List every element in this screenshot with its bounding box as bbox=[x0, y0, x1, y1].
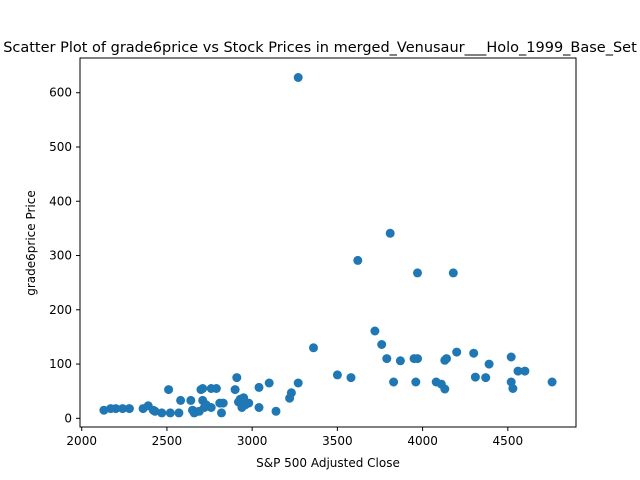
data-point bbox=[124, 404, 134, 414]
data-point bbox=[206, 403, 216, 412]
x-axis-label: S&P 500 Adjusted Close bbox=[256, 456, 400, 470]
data-point bbox=[411, 377, 421, 387]
data-point bbox=[377, 340, 387, 349]
data-point bbox=[165, 408, 175, 418]
data-point bbox=[470, 372, 480, 382]
data-point bbox=[547, 377, 557, 387]
data-point bbox=[218, 398, 228, 408]
x-tick-label: 4500 bbox=[493, 434, 524, 448]
y-axis-label: grade6price Price bbox=[24, 190, 38, 296]
y-tick-label: 400 bbox=[49, 194, 72, 208]
data-point bbox=[211, 384, 221, 393]
data-point bbox=[217, 408, 226, 418]
y-tick-label: 500 bbox=[49, 140, 72, 154]
data-point bbox=[176, 395, 186, 405]
data-point bbox=[508, 384, 518, 393]
y-tick-label: 200 bbox=[49, 303, 72, 317]
data-point bbox=[244, 398, 254, 408]
data-point bbox=[293, 73, 303, 82]
data-point bbox=[99, 405, 109, 415]
data-point bbox=[389, 377, 399, 387]
data-point bbox=[442, 354, 451, 364]
data-point bbox=[346, 373, 356, 383]
data-point bbox=[174, 408, 184, 418]
x-tick-label: 2000 bbox=[66, 434, 97, 448]
data-point bbox=[198, 384, 208, 393]
data-point bbox=[271, 406, 281, 416]
data-point bbox=[150, 406, 160, 416]
y-tick-label: 100 bbox=[49, 357, 72, 371]
data-point bbox=[118, 404, 128, 414]
plot-frame bbox=[79, 57, 577, 428]
y-tick-label: 300 bbox=[49, 249, 72, 263]
data-point bbox=[332, 370, 342, 380]
data-point bbox=[157, 408, 167, 418]
data-point bbox=[353, 255, 363, 265]
data-point bbox=[286, 388, 296, 398]
data-point bbox=[385, 228, 395, 238]
data-point bbox=[481, 373, 491, 383]
x-tick-label: 3000 bbox=[237, 434, 268, 448]
x-tick-label: 3500 bbox=[322, 434, 353, 448]
data-point bbox=[448, 268, 458, 278]
data-point bbox=[413, 354, 422, 364]
x-tick-label: 4000 bbox=[407, 434, 438, 448]
data-point bbox=[254, 403, 264, 412]
data-point bbox=[506, 352, 516, 362]
y-tick-label: 0 bbox=[64, 411, 72, 425]
chart-title: Scatter Plot of grade6price vs Stock Pri… bbox=[3, 40, 637, 56]
data-point bbox=[513, 366, 523, 376]
axis-ticks: 2000 2500 3000 3500 4000 4500 0 100 200 300 400 500… bbox=[49, 86, 523, 448]
x-tick-label: 2500 bbox=[152, 434, 183, 448]
data-point bbox=[264, 378, 274, 388]
data-points bbox=[99, 73, 557, 418]
data-point bbox=[230, 385, 240, 395]
data-point bbox=[395, 356, 405, 366]
data-point bbox=[164, 385, 174, 395]
data-point bbox=[440, 384, 450, 394]
data-point bbox=[370, 326, 380, 336]
data-point bbox=[309, 343, 318, 353]
data-point bbox=[232, 373, 242, 383]
data-point bbox=[186, 395, 196, 405]
data-point bbox=[520, 366, 530, 376]
data-point bbox=[469, 348, 479, 358]
data-point bbox=[293, 378, 303, 388]
data-point bbox=[254, 382, 264, 392]
data-point bbox=[111, 404, 121, 414]
y-tick-label: 600 bbox=[49, 86, 72, 100]
data-point bbox=[484, 359, 494, 369]
data-point bbox=[382, 354, 392, 364]
data-point bbox=[452, 347, 462, 357]
data-point bbox=[413, 268, 422, 278]
